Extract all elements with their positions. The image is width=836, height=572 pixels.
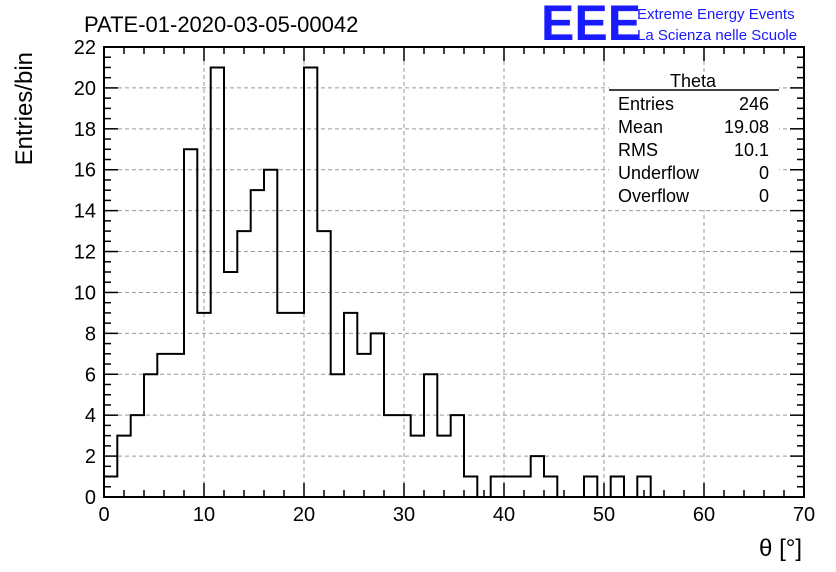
x-tick-label: 10 xyxy=(193,504,215,526)
y-tick-labels: 0 2 4 6 8 10 12 14 16 18 20 22 xyxy=(74,37,96,509)
histogram-bin xyxy=(157,354,170,497)
y-axis-label: Entries/bin xyxy=(11,52,38,165)
histogram-bin xyxy=(224,272,237,497)
stats-row-value: 0 xyxy=(759,163,769,183)
logo-line-1: Extreme Energy Events xyxy=(637,6,795,23)
x-tick-labels: 0 10 20 30 40 50 60 70 xyxy=(98,504,815,526)
stats-title: Theta xyxy=(670,71,717,91)
y-tick-label: 22 xyxy=(74,37,96,59)
histogram-bin xyxy=(171,354,184,497)
histogram-bin xyxy=(437,436,450,497)
histogram-bin xyxy=(611,477,624,497)
histogram-bin xyxy=(304,67,317,497)
x-tick-label: 60 xyxy=(693,504,715,526)
stats-row-label: RMS xyxy=(618,140,658,160)
stats-row-value: 246 xyxy=(739,94,769,114)
stats-row-label: Mean xyxy=(618,117,663,137)
x-axis-label: θ [°] xyxy=(759,535,802,562)
chart-title: PATE-01-2020-03-05-00042 xyxy=(84,12,358,37)
histogram-bin xyxy=(531,456,544,497)
histogram-bin xyxy=(184,149,197,497)
y-tick-label: 12 xyxy=(74,242,96,264)
axis-ticks xyxy=(103,46,805,498)
histogram-bin xyxy=(117,436,130,497)
histogram-outline xyxy=(103,66,804,498)
x-tick-label: 0 xyxy=(98,504,109,526)
eee-logo-text: EEE xyxy=(541,0,641,51)
histogram-bin xyxy=(237,231,250,497)
histogram-bars xyxy=(104,67,651,497)
stats-box-background xyxy=(609,74,779,210)
histogram-bin xyxy=(411,436,424,497)
histogram-bin xyxy=(251,190,264,497)
histogram-bin xyxy=(211,67,224,497)
stats-row-label: Underflow xyxy=(618,163,700,183)
histogram-bin xyxy=(584,477,597,497)
y-tick-label: 2 xyxy=(85,446,96,468)
histogram-bin xyxy=(464,477,477,497)
histogram-bin xyxy=(344,313,357,497)
x-tick-label: 40 xyxy=(493,504,515,526)
histogram-bin xyxy=(144,374,157,497)
y-tick-label: 0 xyxy=(85,487,96,509)
y-tick-label: 16 xyxy=(74,160,96,182)
y-tick-label: 14 xyxy=(74,201,96,223)
histogram-bin xyxy=(491,477,504,497)
stats-row-value: 19.08 xyxy=(724,117,769,137)
histogram-bin xyxy=(277,313,290,497)
x-tick-label: 30 xyxy=(393,504,415,526)
y-tick-label: 10 xyxy=(74,282,96,304)
y-tick-label: 18 xyxy=(74,119,96,141)
stats-rows: Entries 246 Mean 19.08 RMS 10.1 Underflow 0 Over… xyxy=(618,94,769,206)
y-tick-label: 6 xyxy=(85,364,96,386)
stats-box: Theta Entries 246 Mean 19.08 RMS 10.1 Underflo… xyxy=(609,71,779,210)
histogram-bin xyxy=(357,354,370,497)
stats-row-value: 0 xyxy=(759,186,769,206)
stats-row-label: Entries xyxy=(618,94,674,114)
histogram-bin xyxy=(544,477,557,497)
stats-row-value: 10.1 xyxy=(734,140,769,160)
histogram-bin xyxy=(291,313,304,497)
y-tick-label: 20 xyxy=(74,78,96,100)
stats-row-label: Overflow xyxy=(618,186,690,206)
x-tick-label: 70 xyxy=(793,504,815,526)
eee-logo: EEE Extreme Energy Events La Scienza nel… xyxy=(541,0,797,51)
histogram-bin xyxy=(331,374,344,497)
y-tick-label: 4 xyxy=(85,405,96,427)
y-tick-label: 8 xyxy=(85,323,96,345)
histogram-bin xyxy=(317,231,330,497)
x-tick-label: 50 xyxy=(593,504,615,526)
histogram-bin xyxy=(504,477,517,497)
x-tick-label: 20 xyxy=(293,504,315,526)
histogram-bin xyxy=(424,374,437,497)
logo-line-2: La Scienza nelle Scuole xyxy=(637,27,797,44)
